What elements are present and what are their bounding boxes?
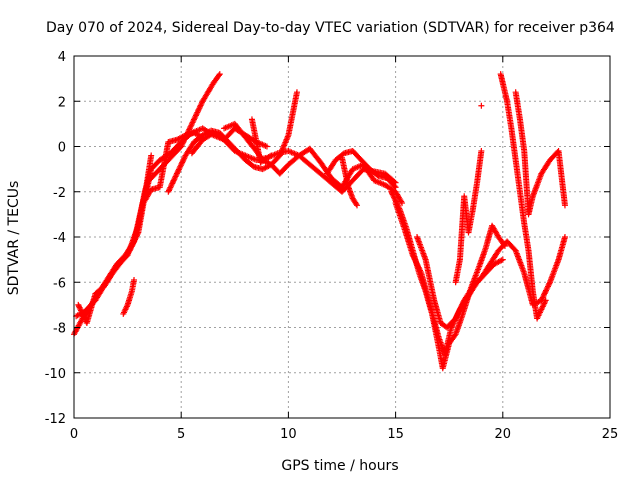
series-markers [323, 148, 399, 191]
series-markers [497, 71, 549, 322]
series-markers [141, 129, 206, 204]
x-tick-label: 15 [387, 427, 404, 442]
y-tick-label: -8 [53, 322, 66, 337]
y-tick-label: 4 [58, 50, 66, 65]
x-tick-label: 25 [602, 427, 619, 442]
series-track-3 [75, 152, 155, 326]
series-markers [392, 200, 506, 358]
y-tick-label: -10 [45, 367, 66, 382]
series-markers [452, 148, 485, 286]
y-axis-label: SDTVAR / TECUs [6, 181, 22, 296]
series-markers [120, 276, 138, 317]
axis-ticks: 0 5 10 15 20 25 -12 -10 -8 -6 -4 -2 0 2 4 [45, 50, 619, 442]
x-axis-label: GPS time / hours [281, 458, 398, 474]
y-tick-label: -6 [53, 276, 66, 291]
x-tick-label: 10 [280, 427, 297, 442]
series-track-9 [248, 116, 275, 166]
chart-title: Day 070 of 2024, Sidereal Day-to-day VTE… [46, 20, 615, 36]
series-track-18 [478, 102, 485, 109]
x-tick-label: 0 [70, 427, 78, 442]
series-track-11 [339, 154, 361, 209]
series-markers [75, 152, 155, 326]
series-track-17 [512, 89, 568, 218]
series-markers [414, 234, 568, 331]
series-markers [512, 89, 568, 218]
series-markers [339, 154, 361, 209]
y-tick-label: -12 [45, 412, 66, 427]
x-tick-label: 5 [177, 427, 185, 442]
x-tick-label: 20 [495, 427, 512, 442]
grid-lines [74, 56, 610, 418]
series-track-16 [497, 71, 549, 322]
data-points [71, 71, 568, 372]
series-track-14 [414, 234, 568, 331]
series-track-5 [141, 129, 206, 204]
series-track-4 [120, 276, 138, 317]
y-tick-label: 0 [58, 141, 66, 156]
series-track-15 [452, 148, 485, 286]
series-track-10 [323, 148, 399, 191]
series-markers [248, 116, 275, 166]
y-tick-label: 2 [58, 95, 66, 110]
series-markers [478, 102, 485, 109]
y-tick-label: -4 [53, 231, 66, 246]
y-tick-label: -2 [53, 186, 66, 201]
series-track-13 [392, 200, 506, 358]
